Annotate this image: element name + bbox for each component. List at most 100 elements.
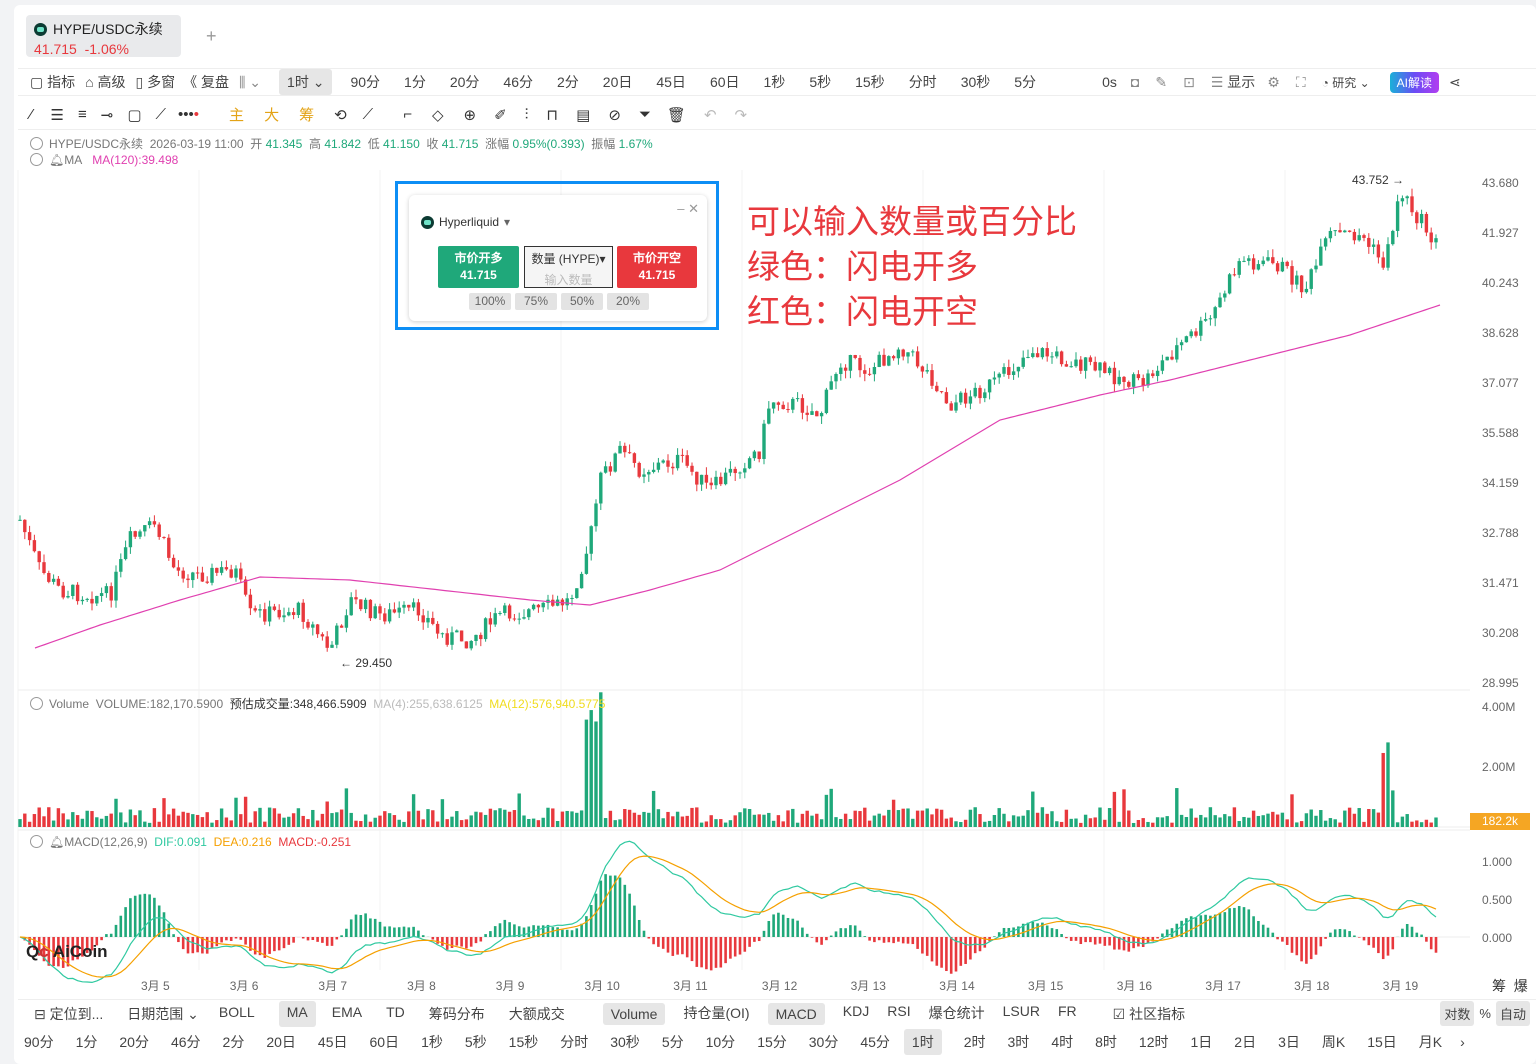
interval-option[interactable]: 60日 <box>709 74 740 90</box>
ruler-icon[interactable]: ◇ <box>431 106 444 124</box>
symbol-tab[interactable]: HYPE/USDC永续 41.715 -1.06% <box>26 15 181 57</box>
interval-option[interactable]: 2时 <box>963 1034 986 1050</box>
channel-tool-icon[interactable]: ≡ <box>77 106 87 123</box>
auto-scale-toggle[interactable]: 自动 <box>1495 1001 1530 1026</box>
sub-indicator[interactable]: MACD <box>767 1002 825 1025</box>
filter-icon[interactable]: ⏷ <box>638 106 651 123</box>
main-tool[interactable]: 主 <box>229 107 245 124</box>
redo-icon[interactable]: ↷ <box>734 106 748 124</box>
interval-option[interactable]: 20日 <box>602 74 633 90</box>
main-indicator[interactable]: 大额成交 <box>508 1005 565 1022</box>
interval-option[interactable]: 45日 <box>317 1034 348 1050</box>
research-button[interactable]: ◔ 研究 ⌄ <box>1321 75 1370 90</box>
fullscreen-icon[interactable]: ⛶ <box>1295 73 1306 90</box>
collapse-icon[interactable] <box>30 137 43 150</box>
main-indicator[interactable]: MA <box>278 1000 316 1027</box>
interval-option[interactable]: 30分 <box>808 1034 839 1050</box>
market-long-button[interactable]: 市价开多 41.715 <box>438 246 519 288</box>
chip-tool[interactable]: 筹 <box>299 107 315 124</box>
hline-tool-icon[interactable]: ⊸ <box>100 106 114 124</box>
collapse-icon[interactable] <box>30 153 43 166</box>
quantity-input[interactable]: 数量 (HYPE)▾ 输入数量 <box>524 246 613 288</box>
sub-indicator[interactable]: 持仓量(OI) <box>683 1004 750 1021</box>
rect-tool-icon[interactable]: ▢ <box>127 106 142 124</box>
interval-option[interactable]: 20日 <box>266 1034 296 1050</box>
interval-option[interactable]: 15秒 <box>508 1034 539 1050</box>
interval-option[interactable]: 1时 <box>903 1029 942 1055</box>
bell-icon[interactable]: 🔔︎ <box>49 835 65 849</box>
interval-option[interactable]: 45分 <box>860 1034 890 1050</box>
interval-option[interactable]: 5秒 <box>809 74 832 90</box>
interval-option[interactable]: 1秒 <box>763 74 786 90</box>
exchange-select[interactable]: Hyperliquid ▾ <box>421 215 510 229</box>
pencil-icon[interactable]: ⟋ <box>362 106 374 123</box>
interval-option[interactable]: 90分 <box>24 1034 54 1050</box>
log-scale-toggle[interactable]: 对数 <box>1440 1001 1475 1026</box>
interval-option[interactable]: 1日 <box>1190 1034 1213 1050</box>
parallel-tool-icon[interactable]: ☰ <box>50 106 64 124</box>
display-button[interactable]: ☰ 显示 <box>1210 74 1256 90</box>
interval-option[interactable]: 分时 <box>908 74 937 90</box>
zoom-icon[interactable]: ⊕ <box>463 106 477 124</box>
share-icon[interactable]: ⋖ <box>1448 73 1461 90</box>
interval-option[interactable]: 分时 <box>560 1034 589 1050</box>
close-icon[interactable]: ✕ <box>688 201 699 216</box>
interval-option[interactable]: 12时 <box>1138 1034 1169 1050</box>
main-indicator[interactable]: EMA <box>331 1003 363 1020</box>
settings-icon[interactable]: ⚙ <box>1267 73 1280 90</box>
collapse-icon[interactable] <box>30 697 43 710</box>
sub-indicator[interactable]: KDJ <box>842 1002 870 1019</box>
edit-icon[interactable]: ▤ <box>576 106 591 124</box>
corner-toggles[interactable]: 筹 爆 <box>1492 978 1528 994</box>
sub-indicator[interactable]: RSI <box>887 1002 911 1019</box>
interval-option[interactable]: 20分 <box>449 74 480 90</box>
undo-icon[interactable]: ↶ <box>703 106 717 124</box>
locate-button[interactable]: ⊟ 定位到... <box>34 1005 104 1022</box>
interval-option[interactable]: 3日 <box>1278 1034 1300 1050</box>
main-indicator[interactable]: 筹码分布 <box>428 1005 485 1022</box>
interval-option[interactable]: 周K <box>1321 1034 1346 1050</box>
bell-icon[interactable]: 🔔︎ <box>49 153 65 167</box>
pct-20-button[interactable]: 20% <box>607 293 649 310</box>
advanced-button[interactable]: ⌂ 高级 <box>85 74 126 90</box>
interval-option[interactable]: 60日 <box>369 1034 400 1050</box>
sub-indicator[interactable]: LSUR <box>1002 1002 1040 1019</box>
chevron-right-icon[interactable]: › <box>1460 1034 1465 1050</box>
interval-option[interactable]: 15日 <box>1367 1034 1397 1050</box>
line-tool-icon[interactable]: ⁄ <box>30 106 33 123</box>
fib-tool-icon[interactable]: ⟋ <box>155 106 167 123</box>
interval-option[interactable]: 46分 <box>503 74 533 90</box>
pct-100-button[interactable]: 100% <box>469 293 511 310</box>
interval-option[interactable]: 月K <box>1418 1034 1443 1050</box>
interval-option[interactable]: 30秒 <box>960 74 991 90</box>
more-tools-icon[interactable]: •••• <box>178 106 200 123</box>
window-icon[interactable]: ⊡ <box>1183 73 1195 90</box>
interval-option[interactable]: 45日 <box>656 74 686 90</box>
lock-icon[interactable]: ⊓ <box>546 106 559 124</box>
pct-50-button[interactable]: 50% <box>561 293 603 310</box>
interval-option[interactable]: 8时 <box>1095 1034 1117 1050</box>
chart-type-icon[interactable]: ⫼ ⌄ <box>238 73 262 90</box>
collapse-icon[interactable] <box>30 835 43 848</box>
interval-option[interactable]: 2分 <box>556 74 579 90</box>
window-controls[interactable]: – ✕ <box>677 201 699 217</box>
interval-option[interactable]: 1分 <box>75 1034 98 1050</box>
market-short-button[interactable]: 市价开空 41.715 <box>617 246 697 288</box>
indicators-button[interactable]: ▢ 指标 <box>30 74 76 90</box>
large-tool[interactable]: 大 <box>264 107 280 124</box>
interval-option[interactable]: 1分 <box>404 74 426 90</box>
sync-icon[interactable]: ⟲ <box>334 106 347 124</box>
interval-option[interactable]: 2分 <box>222 1034 245 1050</box>
magnet-icon[interactable]: ✐ <box>494 106 507 124</box>
add-tab-button[interactable]: + <box>206 26 217 46</box>
camera-icon[interactable]: ◘ <box>1130 74 1140 90</box>
main-indicator[interactable]: TD <box>386 1003 405 1020</box>
interval-option[interactable]: 10分 <box>705 1034 736 1050</box>
interval-option[interactable]: 15秒 <box>855 74 885 90</box>
link-icon[interactable]: ⊘ <box>608 106 621 124</box>
replay-button[interactable]: 《 复盘 <box>183 74 229 90</box>
sub-indicator[interactable]: Volume <box>602 1002 666 1025</box>
interval-option[interactable]: 46分 <box>170 1034 201 1050</box>
interval-option[interactable]: 3时 <box>1007 1034 1030 1050</box>
